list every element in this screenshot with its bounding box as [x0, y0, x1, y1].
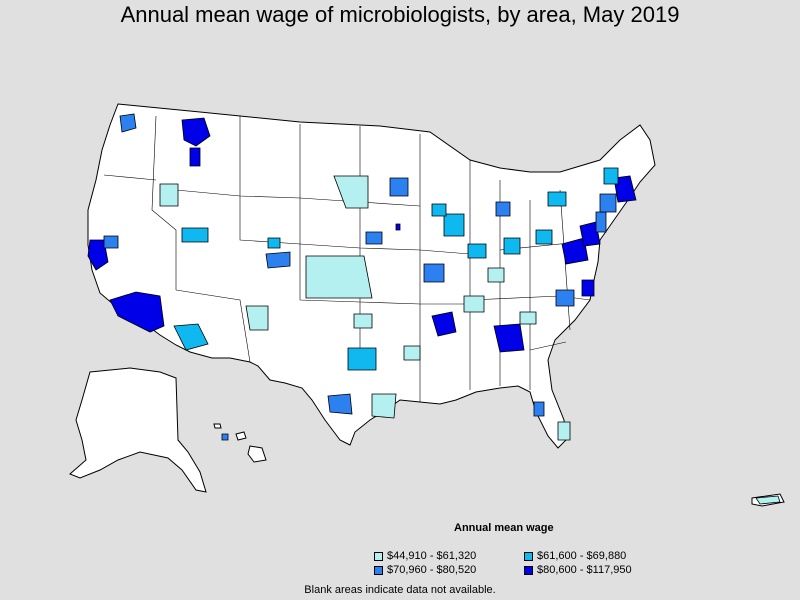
area-kentucky — [487, 267, 505, 283]
footnote: Blank areas indicate data not available. — [304, 584, 496, 596]
area-miami — [557, 421, 571, 441]
hawaii-land — [213, 423, 267, 463]
legend-title: Annual mean wage — [454, 522, 554, 534]
legend-item-4: $80,600 - $117,950 — [524, 564, 632, 576]
area-phoenix — [173, 323, 209, 351]
area-south-dakota — [333, 175, 369, 209]
area-colorado-north — [267, 237, 281, 249]
area-alabama — [519, 311, 537, 325]
area-denver — [265, 251, 291, 269]
area-idaho-north — [189, 147, 201, 167]
area-boston — [613, 175, 637, 203]
legend-item-3: $70,960 - $80,520 — [374, 564, 476, 576]
area-new-york — [599, 193, 617, 213]
legend-item-1: $44,910 - $61,320 — [374, 550, 476, 562]
area-iowa-east — [395, 223, 401, 231]
legend-swatch-2 — [524, 551, 533, 561]
legend-swatch-1 — [374, 551, 383, 561]
area-arkansas — [403, 345, 421, 361]
area-minneapolis — [389, 177, 409, 197]
area-puerto-rico — [755, 495, 781, 505]
legend-label-2: $61,600 - $69,880 — [537, 550, 627, 562]
area-kansas — [305, 255, 373, 299]
legend-label-4: $80,600 - $117,950 — [537, 564, 632, 576]
area-tennessee — [463, 295, 485, 313]
area-pennsylvania — [547, 191, 567, 207]
area-chicago — [443, 213, 465, 237]
legend-swatch-4 — [524, 565, 533, 575]
area-austin — [327, 393, 353, 415]
area-sacramento — [103, 235, 119, 249]
legend-label-1: $44,910 - $61,320 — [387, 550, 477, 562]
area-oklahoma — [353, 313, 373, 329]
area-boise — [159, 183, 179, 207]
area-hawaii-honolulu — [221, 433, 229, 441]
area-indianapolis — [467, 243, 487, 259]
area-utah — [181, 227, 209, 243]
area-richmond — [581, 279, 595, 297]
area-ohio — [503, 237, 521, 255]
legend-swatch-3 — [374, 565, 383, 575]
area-dallas — [347, 347, 377, 371]
area-memphis — [431, 311, 457, 337]
area-orlando — [533, 401, 545, 417]
area-new-england — [603, 167, 619, 185]
area-carolina — [555, 289, 575, 307]
contiguous-us-land — [87, 103, 656, 449]
legend-label-3: $70,960 - $80,520 — [387, 564, 477, 576]
area-new-mexico — [245, 305, 269, 331]
area-seattle — [119, 113, 137, 133]
area-houston — [371, 393, 397, 419]
area-atlanta — [493, 323, 525, 353]
area-dc-baltimore — [561, 237, 589, 265]
area-new-jersey — [595, 211, 607, 233]
area-sf-bay — [87, 239, 109, 271]
area-philadelphia — [579, 221, 601, 247]
alaska-land — [69, 367, 207, 493]
area-kansas-city — [423, 263, 445, 283]
area-michigan — [495, 201, 511, 217]
area-iowa — [365, 231, 383, 245]
legend-item-2: $61,600 - $69,880 — [524, 550, 626, 562]
map-title: Annual mean wage of microbiologists, by … — [120, 2, 680, 27]
area-southern-california — [109, 291, 165, 333]
area-virginia — [535, 229, 553, 245]
wage-areas — [87, 113, 781, 505]
area-wisconsin — [431, 203, 447, 217]
area-montana-west — [181, 117, 211, 147]
